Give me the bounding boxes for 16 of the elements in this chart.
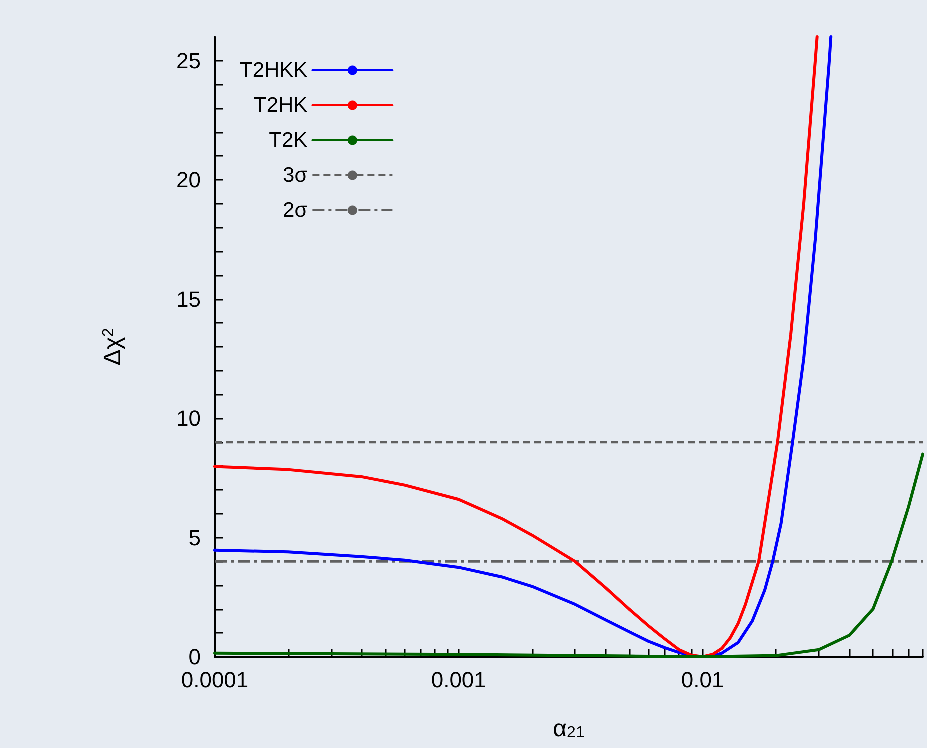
- x-tick-label: 0.0001: [181, 668, 249, 692]
- y-tick-label: 20: [176, 168, 201, 193]
- legend-label: 2σ: [283, 199, 308, 222]
- x-tick-label: 0.001: [431, 668, 486, 692]
- y-axis-title: Δχ2: [100, 328, 126, 366]
- y-tick-label: 0: [188, 644, 201, 670]
- y-tick-label: 10: [176, 406, 201, 432]
- legend-label: T2HKK: [240, 59, 308, 82]
- y-tick-label: 15: [176, 286, 201, 312]
- y-tick-label: 5: [188, 525, 201, 550]
- y-tick-label: 25: [176, 48, 201, 74]
- legend-label: T2HK: [254, 94, 308, 117]
- x-axis-title: α21: [553, 716, 585, 742]
- legend-label: T2K: [269, 129, 308, 152]
- x-tick-label: 0.01: [681, 668, 724, 692]
- legend-label: 3σ: [283, 164, 308, 187]
